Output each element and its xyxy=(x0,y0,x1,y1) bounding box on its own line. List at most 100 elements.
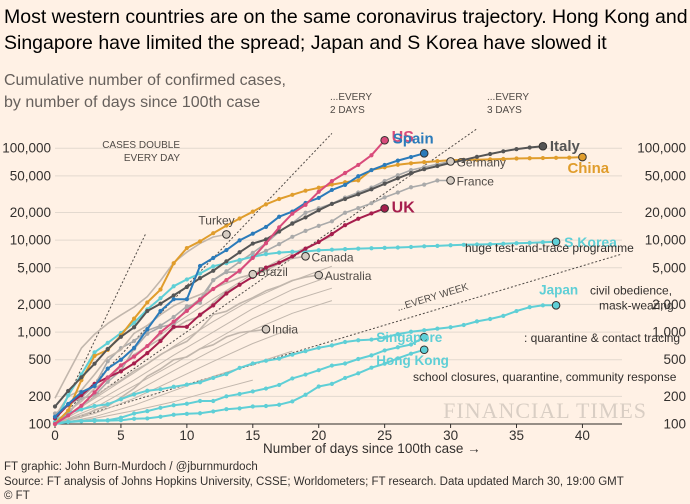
data-point xyxy=(395,173,400,178)
data-point xyxy=(342,196,348,202)
series-end-marker xyxy=(380,135,389,145)
data-point xyxy=(79,396,84,401)
data-point xyxy=(132,316,137,321)
series-end-marker xyxy=(419,332,429,342)
data-point xyxy=(158,287,163,292)
data-point xyxy=(329,219,335,224)
data-point xyxy=(224,394,229,399)
data-point xyxy=(501,241,506,246)
data-point xyxy=(540,155,545,161)
series-other-countries xyxy=(54,327,293,425)
subtitle-line-1: Cumulative number of confirmed cases, xyxy=(4,72,286,89)
data-point xyxy=(158,387,163,392)
data-point xyxy=(382,335,387,340)
data-point xyxy=(369,337,374,342)
data-point xyxy=(395,245,400,250)
data-point xyxy=(105,402,110,407)
data-point xyxy=(277,225,282,230)
data-point xyxy=(408,351,414,356)
data-point xyxy=(277,229,282,234)
data-point xyxy=(356,371,361,376)
data-point xyxy=(277,214,282,219)
data-point xyxy=(342,361,348,366)
data-point xyxy=(132,411,137,416)
series-end-marker xyxy=(551,301,561,310)
data-point xyxy=(171,293,176,298)
reference-line-doubling xyxy=(54,128,478,425)
series-line xyxy=(54,265,333,425)
ft-watermark: FINANCIAL TIMES xyxy=(443,398,647,423)
label-france: France xyxy=(457,174,495,188)
x-tick-label: 0 xyxy=(51,428,59,443)
data-point xyxy=(145,416,150,421)
data-point xyxy=(145,351,150,356)
data-point xyxy=(224,270,229,275)
data-point xyxy=(211,409,216,414)
series-line xyxy=(54,274,319,421)
data-point xyxy=(211,303,216,308)
data-point xyxy=(224,371,229,377)
label-india: India xyxy=(272,322,298,336)
series-s-korea xyxy=(52,239,559,425)
y-tick-label-left: 100 xyxy=(28,417,51,432)
data-point xyxy=(211,398,216,404)
data-point xyxy=(92,350,97,355)
data-point xyxy=(422,167,427,172)
data-point xyxy=(342,170,348,176)
data-point xyxy=(224,247,229,253)
data-point xyxy=(382,162,387,168)
data-point xyxy=(224,223,229,228)
data-point xyxy=(145,388,150,393)
data-point xyxy=(356,162,361,168)
data-point xyxy=(197,398,203,404)
data-point xyxy=(263,403,269,409)
y-tick-label-right: 5,000 xyxy=(652,260,686,275)
data-point xyxy=(132,345,137,350)
data-point xyxy=(145,300,150,305)
data-point xyxy=(303,372,308,377)
data-point xyxy=(435,178,440,183)
x-tick-label: 25 xyxy=(377,428,392,443)
data-point xyxy=(211,264,216,269)
data-point xyxy=(527,305,532,310)
data-point xyxy=(488,151,493,157)
y-tick-label-left: 500 xyxy=(28,352,51,367)
data-point xyxy=(237,282,242,287)
data-point xyxy=(316,384,321,389)
data-point xyxy=(329,343,335,348)
data-point xyxy=(184,277,189,282)
data-point xyxy=(290,352,295,357)
series-end-marker xyxy=(248,269,258,279)
data-point xyxy=(316,208,321,213)
series-line xyxy=(54,179,451,425)
note-hong-kong: school closures, quarantine, community r… xyxy=(413,370,677,384)
data-point xyxy=(356,192,361,197)
data-point xyxy=(158,414,163,419)
series-end-marker xyxy=(419,345,429,355)
data-point xyxy=(237,257,242,263)
data-point xyxy=(316,345,321,350)
data-point xyxy=(303,349,308,354)
data-point xyxy=(197,239,203,244)
data-point xyxy=(211,375,216,381)
data-point xyxy=(316,239,321,245)
data-point xyxy=(369,187,374,192)
series-end-marker xyxy=(419,149,429,158)
x-tick-label: 5 xyxy=(117,428,125,443)
note-japan-line2: mask-wearing xyxy=(599,298,674,312)
data-point xyxy=(303,188,308,193)
data-point xyxy=(118,369,124,374)
data-point xyxy=(290,234,295,239)
data-point xyxy=(171,403,176,408)
data-point xyxy=(145,409,150,414)
data-point xyxy=(66,401,71,407)
reference-line-doubling xyxy=(54,253,623,425)
reference-line-label: ...EVERY xyxy=(487,92,529,103)
data-point xyxy=(448,325,453,330)
data-point xyxy=(369,167,374,173)
label-turkey: Turkey xyxy=(198,213,234,227)
data-point xyxy=(250,361,255,366)
data-point xyxy=(303,246,308,251)
data-point xyxy=(237,268,242,273)
data-point xyxy=(329,363,335,368)
